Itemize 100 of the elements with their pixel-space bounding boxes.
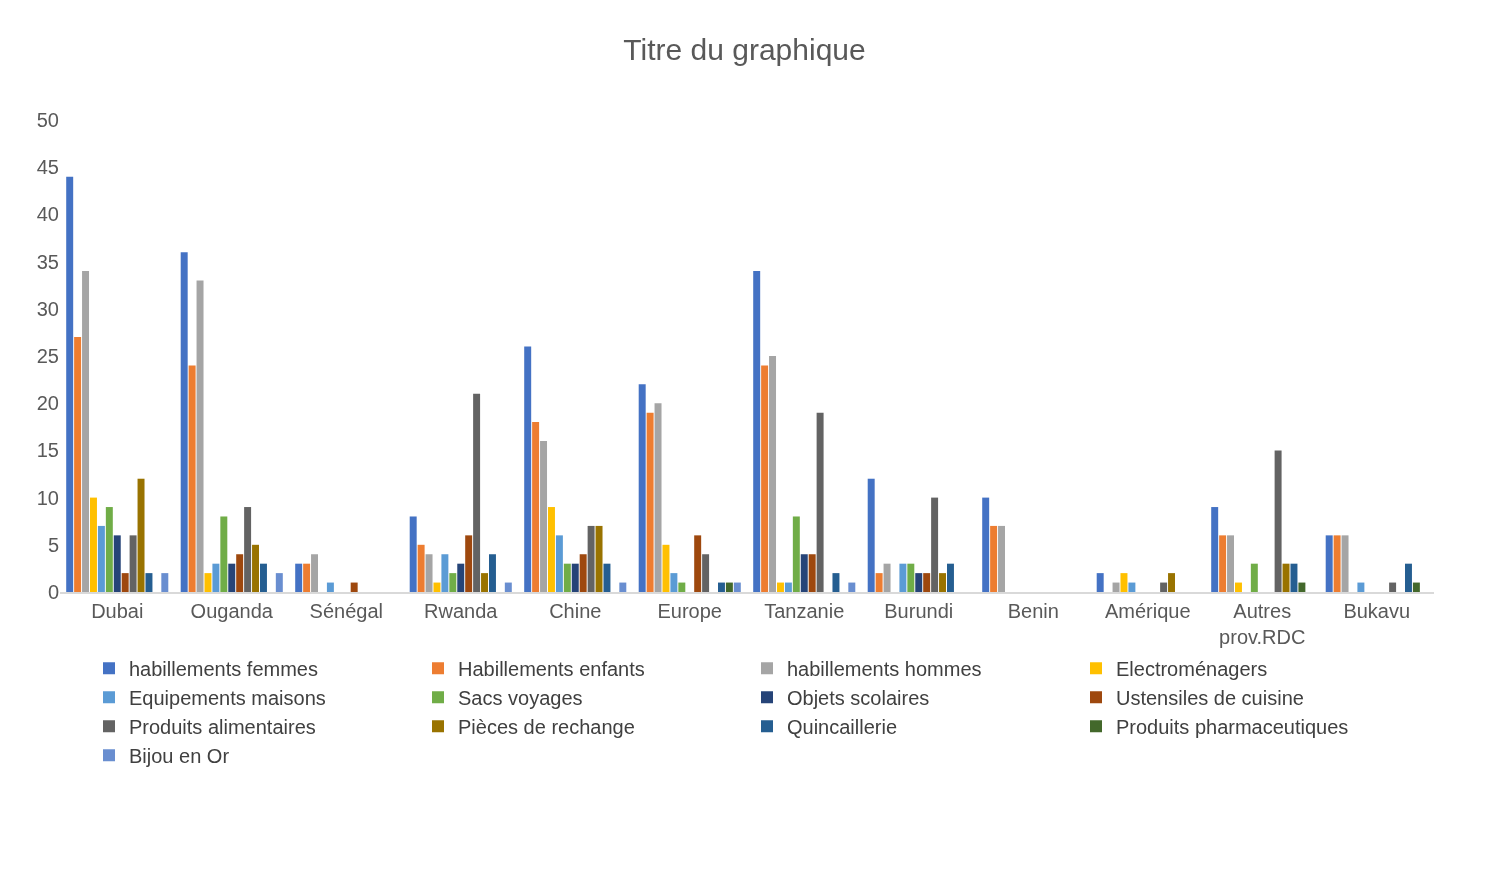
x-tick-label: Sénégal: [309, 599, 383, 622]
bar: [1168, 573, 1176, 592]
bar: [488, 554, 496, 592]
bar: [220, 516, 228, 592]
bar: [1234, 582, 1242, 592]
bar: [990, 525, 998, 592]
bar: [532, 422, 540, 592]
bar: [998, 525, 1006, 592]
bar: [188, 365, 196, 592]
legend-label: Bijou en Or: [129, 744, 230, 767]
bar: [867, 478, 875, 592]
bar: [350, 582, 358, 592]
bar: [725, 582, 733, 592]
bar: [204, 573, 212, 592]
bar: [670, 573, 678, 592]
bar: [646, 412, 654, 592]
y-tick-label: 40: [36, 203, 59, 226]
bar: [105, 507, 113, 592]
bar: [595, 525, 603, 592]
bar: [946, 563, 954, 592]
bar: [1250, 563, 1258, 592]
bar: [449, 573, 457, 592]
legend-label: Electroménagers: [1116, 657, 1268, 680]
bar: [619, 582, 627, 592]
bar: [1282, 563, 1290, 592]
bar: [161, 573, 169, 592]
y-tick-label: 0: [47, 581, 59, 603]
bar: [587, 525, 595, 592]
y-tick-label: 50: [36, 109, 59, 131]
bar: [1290, 563, 1298, 592]
bar: [481, 573, 489, 592]
bar: [504, 582, 512, 592]
x-tick-label: Amérique: [1104, 599, 1191, 622]
bar: [800, 554, 808, 592]
bar: [409, 516, 417, 592]
bar: [761, 365, 769, 592]
bar: [563, 563, 571, 592]
bar: [259, 563, 267, 592]
bar: [433, 582, 441, 592]
bar: [74, 337, 82, 592]
bar: [457, 563, 465, 592]
bar: [441, 554, 449, 592]
x-tick-label: Bukavu: [1343, 599, 1411, 622]
bar: [1274, 450, 1282, 592]
x-tick-label: Tanzanie: [764, 599, 845, 622]
y-tick-label: 10: [36, 486, 59, 509]
bar: [1211, 507, 1219, 592]
bar: [113, 535, 121, 592]
bar: [662, 544, 670, 592]
y-tick-label: 20: [36, 392, 59, 415]
bar: [326, 582, 334, 592]
bar: [816, 412, 824, 592]
legend-label: Objets scolaires: [787, 686, 930, 709]
bar: [196, 280, 204, 592]
bar: [1128, 582, 1136, 592]
legend-label: Produits pharmaceutiques: [1116, 715, 1349, 738]
bar: [638, 384, 646, 592]
bar: [931, 497, 939, 592]
bar: [808, 554, 816, 592]
bar: [1412, 582, 1420, 592]
bar: [82, 271, 90, 592]
x-tick-label: Benin: [1007, 599, 1059, 622]
bar: [923, 573, 931, 592]
bar: [555, 535, 563, 592]
bar: [137, 478, 145, 592]
legend-label: habillements hommes: [787, 657, 982, 680]
x-tick-label: Ouganda: [190, 599, 274, 622]
bar: [678, 582, 686, 592]
bar: [571, 563, 579, 592]
bar: [417, 544, 425, 592]
bar: [129, 535, 137, 592]
bar: [982, 497, 990, 592]
x-tick-label: Rwanda: [424, 599, 499, 622]
bar: [1341, 535, 1349, 592]
bar: [97, 525, 105, 592]
bar: [311, 554, 319, 592]
legend-label: Pièces de rechange: [458, 715, 635, 738]
y-tick-label: 35: [36, 250, 59, 273]
bar: [792, 516, 800, 592]
bar: [228, 563, 236, 592]
bar: [776, 582, 784, 592]
legend-label: Ustensiles de cuisine: [1116, 686, 1304, 709]
bar: [524, 346, 532, 592]
x-tick-label: Europe: [657, 599, 722, 622]
bar: [848, 582, 856, 592]
bar: [907, 563, 915, 592]
bar: [769, 356, 777, 592]
bar: [832, 573, 840, 592]
legend-label: Sacs voyages: [458, 686, 583, 709]
bar: [717, 582, 725, 592]
legend-label: Equipements maisons: [129, 686, 326, 709]
y-tick-label: 25: [36, 345, 59, 367]
y-tick-label: 5: [47, 533, 59, 556]
bar: [733, 582, 741, 592]
bar: [1389, 582, 1397, 592]
bar: [579, 554, 587, 592]
bar: [883, 563, 891, 592]
bar: [939, 573, 947, 592]
bar: [915, 573, 923, 592]
legend-label: Produits alimentaires: [129, 715, 316, 738]
